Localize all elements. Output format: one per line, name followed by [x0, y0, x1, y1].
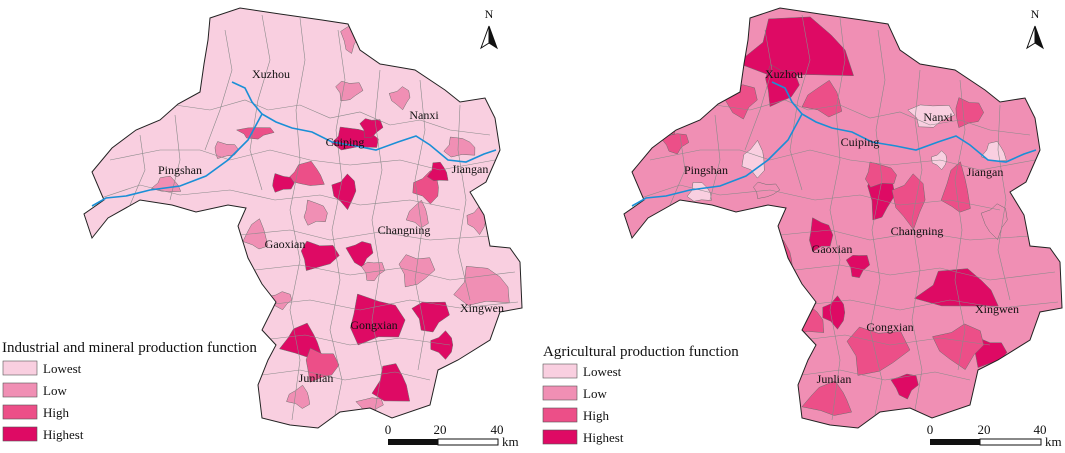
north-label: N	[1031, 7, 1040, 21]
patch-highest	[426, 161, 449, 182]
place-label-xuzhou: Xuzhou	[765, 67, 803, 81]
scale-tick-20: 20	[978, 422, 991, 437]
place-label-jiangan: Jiangan	[967, 165, 1004, 179]
patch-highest	[411, 301, 450, 333]
patch-high	[955, 97, 984, 128]
place-labels: Xuzhou Nanxi Cuiping Pingshan Jiangan Changni…	[684, 67, 1019, 386]
place-label-gongxian: Gongxian	[866, 320, 913, 334]
patch-low	[388, 86, 411, 111]
place-label-pingshan: Pingshan	[684, 163, 728, 177]
patch-low	[335, 80, 364, 102]
place-label-xingwen: Xingwen	[975, 302, 1019, 316]
scale-unit: km	[1045, 434, 1062, 449]
place-label-gongxian: Gongxian	[350, 318, 397, 332]
patch-highest	[331, 173, 357, 211]
legend-label-highest: Highest	[583, 430, 624, 445]
patch-highest	[345, 241, 374, 268]
map-panel-industrial: Xuzhou Nanxi Cuiping Pingshan Jiangan Changni…	[2, 7, 523, 449]
place-label-cuiping: Cuiping	[326, 135, 365, 149]
patch-low	[453, 266, 510, 306]
north-arrow-icon	[1026, 25, 1044, 49]
legend-swatch-high	[2, 404, 38, 420]
patch-high	[801, 380, 852, 416]
patch-highest	[359, 118, 384, 138]
scale-tick-20: 20	[434, 422, 447, 437]
legend-label-high: High	[583, 408, 610, 423]
patch-highest	[736, 16, 854, 77]
place-label-xingwen: Xingwen	[460, 301, 504, 315]
patch-highest	[890, 373, 919, 400]
legend-label-lowest: Lowest	[43, 361, 82, 376]
legend-swatch-high	[542, 407, 578, 423]
legend-swatch-lowest	[2, 360, 38, 376]
scale-tick-0: 0	[927, 422, 934, 437]
legend-label-low: Low	[583, 386, 607, 401]
legend-title: Agricultural production function	[543, 344, 739, 360]
scale-tick-0: 0	[385, 422, 392, 437]
patch-highest	[765, 64, 800, 107]
place-label-pingshan: Pingshan	[158, 163, 202, 177]
scale-bar: 0 20 40 km	[385, 422, 519, 449]
patch-high	[865, 161, 897, 188]
patch-low	[980, 203, 1008, 240]
scale-unit: km	[502, 434, 519, 449]
place-label-nanxi: Nanxi	[409, 108, 439, 122]
patch-low	[303, 199, 328, 226]
place-label-xuzhou: Xuzhou	[252, 67, 290, 81]
patch-high	[235, 127, 275, 140]
patch-high	[932, 323, 984, 370]
place-label-changning: Changning	[378, 223, 431, 237]
legend-title: Industrial and mineral production functi…	[2, 340, 257, 356]
place-label-gaoxian: Gaoxian	[812, 242, 853, 256]
legend-swatch-low	[2, 382, 38, 398]
patch-lowest	[980, 141, 1007, 162]
patch-low	[405, 199, 429, 229]
patch-highest	[272, 173, 295, 193]
patch-highest	[822, 295, 846, 330]
north-label: N	[485, 7, 494, 21]
patch-highest	[845, 255, 870, 278]
legend-swatch-highest	[2, 426, 38, 442]
place-label-gaoxian: Gaoxian	[265, 237, 306, 251]
place-label-changning: Changning	[891, 224, 944, 238]
legend: Agricultural production function Lowest …	[542, 344, 739, 445]
place-labels: Xuzhou Nanxi Cuiping Pingshan Jiangan Changni…	[158, 67, 504, 385]
patch-high	[891, 173, 926, 231]
legend-swatch-highest	[542, 429, 578, 445]
patch-low	[443, 136, 476, 158]
legend-label-low: Low	[43, 383, 67, 398]
patch-highest	[300, 240, 340, 271]
patch-high	[643, 112, 676, 137]
patch-highest	[809, 217, 834, 253]
place-label-cuiping: Cuiping	[841, 135, 880, 149]
place-label-nanxi: Nanxi	[923, 110, 953, 124]
patch-high	[801, 79, 843, 118]
place-label-junlian: Junlian	[817, 372, 852, 386]
scale-tick-40: 40	[1034, 422, 1047, 437]
legend-label-high: High	[43, 405, 70, 420]
patch-low	[242, 218, 269, 250]
legend-swatch-low	[542, 385, 578, 401]
map-panel-agricultural: Xuzhou Nanxi Cuiping Pingshan Jiangan Changni…	[542, 7, 1063, 449]
place-label-junlian: Junlian	[299, 371, 334, 385]
patch-low	[286, 384, 310, 409]
place-label-jiangan: Jiangan	[452, 162, 489, 176]
patch-lowest	[741, 139, 765, 179]
legend-label-lowest: Lowest	[583, 364, 622, 379]
patch-highest	[350, 293, 406, 346]
legend-label-highest: Highest	[43, 427, 84, 442]
north-arrow-icon	[480, 25, 498, 49]
patch-highest	[430, 330, 454, 360]
legend: Industrial and mineral production functi…	[2, 340, 257, 442]
scale-tick-40: 40	[491, 422, 504, 437]
patch-high	[660, 133, 690, 155]
patch-lowest	[686, 182, 712, 202]
scale-bar: 0 20 40 km	[927, 422, 1062, 449]
patch-low	[150, 175, 182, 192]
patch-low	[398, 254, 436, 288]
legend-swatch-lowest	[542, 363, 578, 379]
patch-low	[361, 261, 386, 281]
